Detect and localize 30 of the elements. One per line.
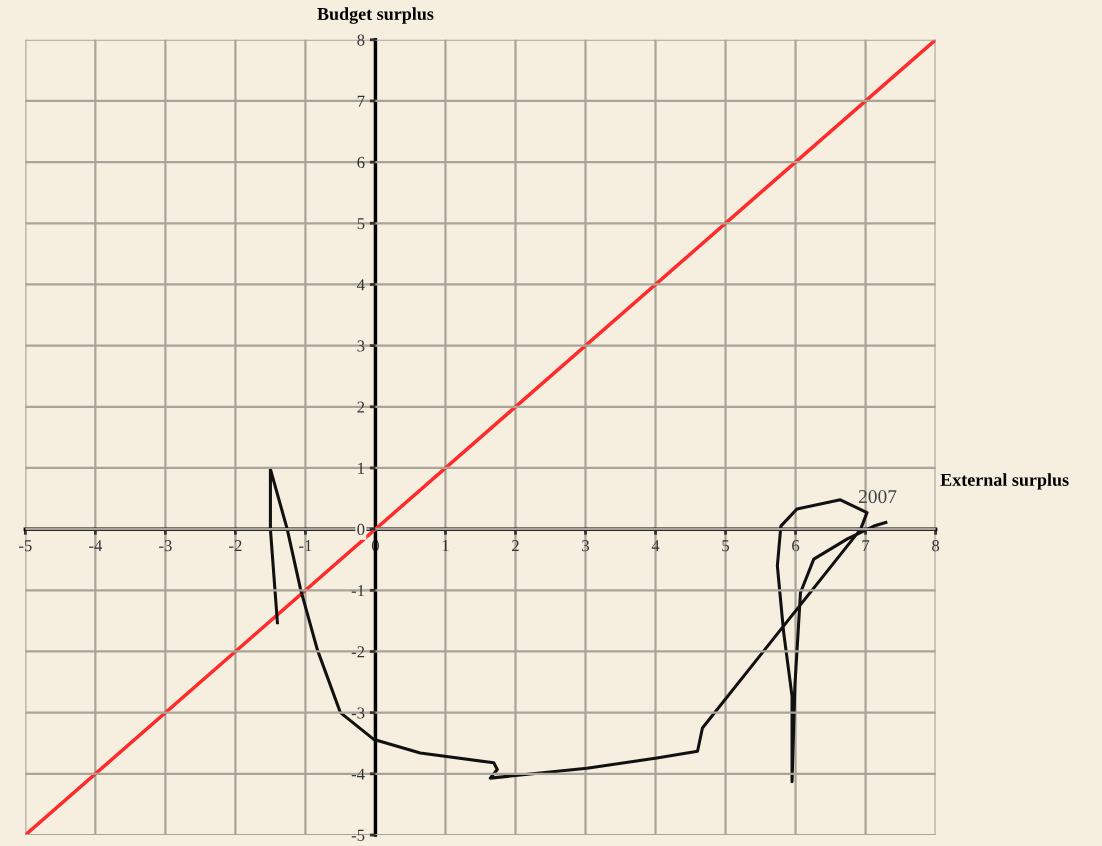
- y-tick-label: 0: [357, 523, 365, 536]
- y-tick-label: 5: [357, 218, 365, 230]
- y-tick-label: -2: [351, 646, 365, 658]
- y-tick-label: 7: [357, 95, 365, 107]
- x-tick-label: 3: [582, 540, 590, 552]
- y-axis-title: Budget surplus: [317, 7, 434, 24]
- y-tick-label: 1: [358, 462, 365, 474]
- x-tick-label: 5: [722, 540, 730, 552]
- y-tick-label: 4: [357, 279, 365, 291]
- x-tick-label: -2: [229, 540, 242, 552]
- x-tick-label: 4: [651, 540, 660, 552]
- y-tick-label: -5: [351, 829, 365, 841]
- x-tick-label: -3: [159, 540, 172, 552]
- x-axis-title: External surplus: [940, 473, 1069, 490]
- x-tick-label: 8: [932, 540, 940, 552]
- x-tick-label: 1: [442, 540, 449, 552]
- y-tick-label: 6: [357, 156, 365, 169]
- x-tick-label: 6: [792, 540, 800, 552]
- y-tick-label: 2: [357, 401, 365, 413]
- x-tick-label: 7: [862, 540, 870, 552]
- x-tick-label: 2: [512, 540, 519, 552]
- x-tick-label: -4: [89, 540, 103, 552]
- annotation: 2007: [858, 490, 897, 504]
- y-tick-label: -4: [351, 768, 365, 780]
- y-tick-label: 3: [357, 340, 365, 352]
- y-tick-label: -1: [351, 585, 365, 597]
- x-tick-label: -5: [19, 540, 32, 552]
- y-tick-label: 8: [357, 34, 365, 46]
- x-tick-label: -1: [299, 540, 312, 552]
- y-tick-label: -3: [351, 707, 365, 719]
